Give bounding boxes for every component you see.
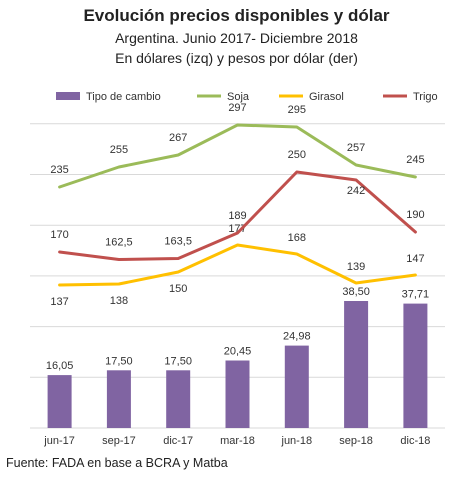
data-label-girasol: 177 — [228, 223, 246, 235]
x-tick-label: mar-18 — [220, 435, 255, 447]
legend-swatch-tipo-de-cambio — [56, 92, 80, 100]
data-label-trigo: 163,5 — [164, 236, 192, 248]
data-label-tipo-de-cambio: 37,71 — [402, 289, 430, 301]
data-label-trigo: 170 — [50, 229, 68, 241]
data-label-girasol: 139 — [347, 261, 365, 273]
x-tick-label: dic-18 — [400, 435, 430, 447]
x-tick-label: sep-17 — [102, 435, 136, 447]
legend-label-trigo: Trigo — [413, 91, 438, 103]
data-label-trigo: 189 — [228, 210, 246, 222]
bar-tipo-de-cambio — [106, 370, 131, 428]
bar-tipo-de-cambio — [225, 360, 250, 428]
bar-tipo-de-cambio — [403, 303, 428, 428]
data-label-tipo-de-cambio: 38,50 — [342, 286, 370, 298]
data-label-girasol: 147 — [406, 253, 424, 265]
chart-title: Evolución precios disponibles y dólar — [83, 6, 390, 25]
x-tick-label: jun-17 — [43, 435, 75, 447]
data-label-soja: 257 — [347, 142, 365, 154]
data-label-trigo: 242 — [347, 185, 365, 197]
data-label-soja: 295 — [288, 104, 306, 116]
bar-tipo-de-cambio — [344, 301, 369, 428]
data-label-tipo-de-cambio: 17,50 — [105, 355, 133, 367]
data-label-tipo-de-cambio: 24,98 — [283, 331, 311, 343]
series-line-girasol — [58, 243, 417, 287]
bar-tipo-de-cambio — [284, 345, 309, 428]
bar-tipo-de-cambio — [47, 375, 72, 428]
bar-tipo-de-cambio — [166, 370, 191, 428]
source-note: Fuente: FADA en base a BCRA y Matba — [6, 456, 228, 470]
data-label-soja: 297 — [228, 102, 246, 114]
data-label-trigo: 190 — [406, 209, 424, 221]
data-label-soja: 245 — [406, 154, 424, 166]
x-tick-label: dic-17 — [163, 435, 193, 447]
data-label-girasol: 138 — [110, 295, 128, 307]
data-label-girasol: 150 — [169, 283, 187, 295]
data-label-tipo-de-cambio: 17,50 — [164, 355, 192, 367]
legend-label-soja: Soja — [227, 91, 250, 103]
data-label-soja: 255 — [110, 144, 128, 156]
data-label-trigo: 162,5 — [105, 237, 133, 249]
chart-subtitle-units: En dólares (izq) y pesos por dólar (der) — [115, 50, 358, 66]
data-label-soja: 267 — [169, 132, 187, 144]
data-label-girasol: 168 — [288, 232, 306, 244]
series-line-trigo — [58, 170, 417, 261]
data-label-tipo-de-cambio: 20,45 — [224, 346, 252, 358]
chart-subtitle: Argentina. Junio 2017- Diciembre 2018 — [115, 30, 358, 46]
data-label-soja: 235 — [50, 164, 68, 176]
legend-label-girasol: Girasol — [309, 91, 344, 103]
data-label-tipo-de-cambio: 16,05 — [46, 360, 74, 372]
data-label-girasol: 137 — [50, 296, 68, 308]
x-tick-label: sep-18 — [339, 435, 373, 447]
series-line-soja — [58, 123, 417, 189]
data-label-trigo: 250 — [288, 149, 306, 161]
legend-label-tipo-de-cambio: Tipo de cambio — [86, 91, 161, 103]
x-tick-label: jun-18 — [281, 435, 313, 447]
